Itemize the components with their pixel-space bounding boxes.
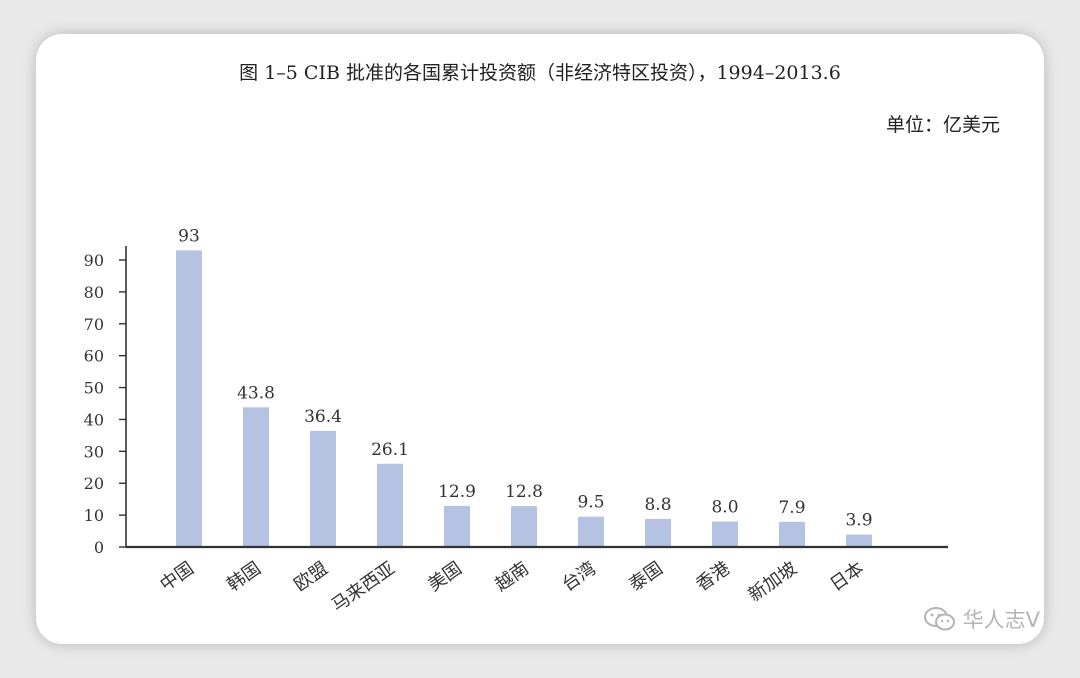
bar	[176, 250, 202, 547]
y-tick-label: 30	[84, 442, 104, 461]
category-label: 越南	[491, 558, 533, 596]
y-tick-label: 20	[84, 474, 104, 493]
value-label: 12.9	[438, 482, 476, 502]
y-tick-label: 70	[84, 315, 104, 334]
unit-label: 单位：亿美元	[885, 114, 1000, 136]
bar	[846, 534, 872, 547]
bar-chart: 93 中国 43.8 韩国 36.4 欧盟 26.1 马来西亚 12.9 美国 12.8 越南 9.5 台…	[84, 226, 948, 616]
bar	[779, 521, 805, 547]
y-tick-label: 40	[84, 410, 104, 429]
value-label: 36.4	[304, 407, 342, 427]
y-tick-label: 0	[94, 538, 104, 557]
value-label: 43.8	[237, 383, 275, 403]
category-label: 中国	[156, 558, 198, 596]
value-label: 26.1	[371, 440, 409, 460]
value-label: 93	[178, 226, 200, 246]
bar	[377, 463, 403, 547]
value-label: 8.8	[644, 495, 671, 515]
y-tick-label: 80	[84, 283, 104, 302]
bar	[712, 521, 738, 547]
category-label: 香港	[692, 558, 734, 596]
bar	[444, 505, 470, 547]
value-label: 7.9	[778, 498, 805, 518]
value-label: 8.0	[711, 497, 738, 517]
category-label: 日本	[826, 558, 868, 596]
y-tick-label: 90	[84, 251, 104, 270]
value-label: 9.5	[577, 493, 604, 513]
bar	[243, 407, 269, 547]
bar	[578, 516, 604, 547]
y-tick-label: 10	[84, 506, 104, 525]
category-label: 美国	[424, 558, 466, 596]
bar	[511, 506, 537, 547]
category-label: 新加坡	[745, 558, 801, 606]
category-label: 台湾	[558, 558, 600, 596]
category-label: 马来西亚	[328, 558, 399, 616]
category-label: 欧盟	[290, 558, 332, 596]
watermark: 华人志V	[923, 604, 1040, 634]
chart-card: 图 1–5 CIB 批准的各国累计投资额（非经济特区投资），1994–2013.…	[36, 34, 1044, 644]
y-tick-label: 60	[84, 347, 104, 366]
wechat-icon	[923, 607, 955, 631]
value-label: 3.9	[845, 511, 872, 531]
bar	[645, 518, 671, 547]
value-label: 12.8	[505, 482, 543, 502]
y-tick-label: 50	[84, 379, 104, 398]
watermark-text: 华人志V	[962, 608, 1040, 632]
chart-title: 图 1–5 CIB 批准的各国累计投资额（非经济特区投资），1994–2013.…	[239, 62, 841, 84]
category-label: 韩国	[223, 558, 265, 596]
bar	[310, 430, 336, 547]
category-label: 泰国	[625, 558, 667, 596]
